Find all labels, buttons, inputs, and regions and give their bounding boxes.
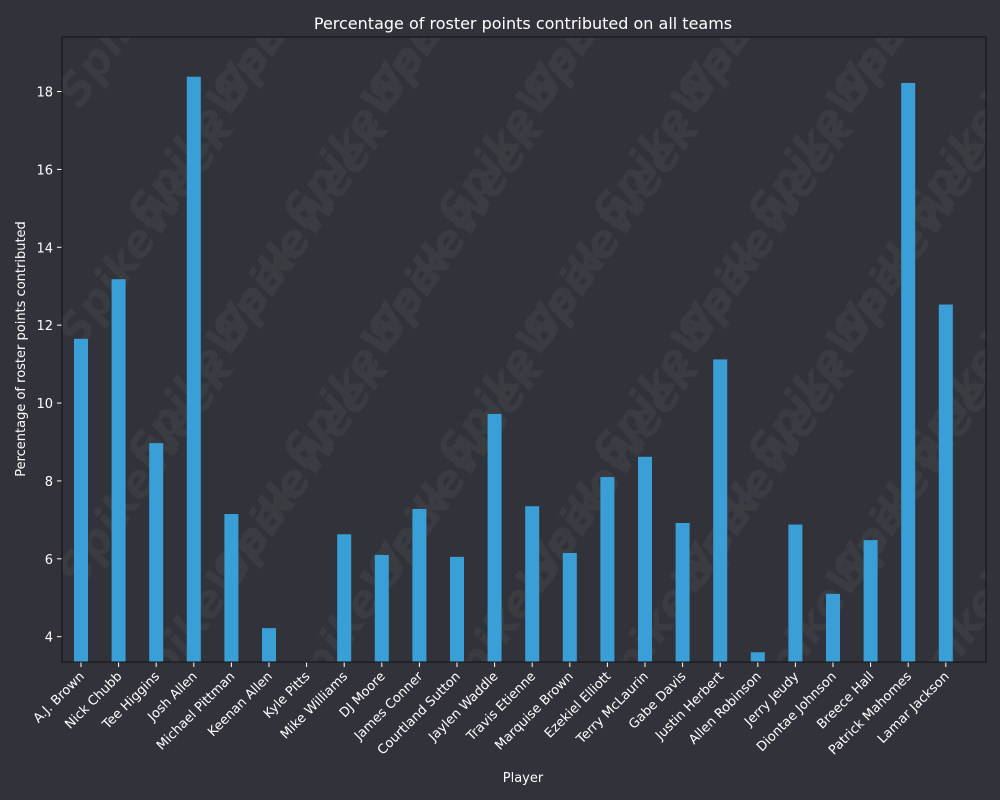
bars-group — [74, 76, 953, 663]
bar-tee-higgins — [149, 443, 164, 662]
bar-allen-robinson — [750, 652, 765, 662]
bar-josh-allen — [186, 76, 201, 663]
bar-breece-hall — [863, 540, 878, 662]
bar-keenan-allen — [262, 628, 276, 662]
bar-travis-etienne — [525, 506, 540, 662]
y-tick-label: 6 — [45, 553, 53, 568]
plot-frame — [61, 36, 987, 663]
bar-gabe-davis — [675, 522, 690, 662]
bar-ezekiel-elliott — [600, 477, 615, 662]
y-tick-label: 10 — [36, 397, 53, 412]
y-axis: 4 6 8 10 12 14 16 18 — [36, 86, 62, 646]
y-tick-label: 12 — [36, 319, 53, 334]
bar-james-conner — [412, 508, 427, 662]
y-tick-label: 14 — [36, 241, 53, 256]
bar-justin-herbert — [713, 359, 728, 662]
bar-jerry-jeudy — [788, 524, 803, 662]
bar-jaylen-waddle — [487, 413, 502, 662]
bar-michael-pittman — [224, 514, 239, 662]
bar-lamar-jackson — [938, 304, 953, 662]
y-tick-label: 16 — [36, 163, 53, 178]
x-tick-label: Ezekiel Elliott — [542, 669, 614, 741]
x-axis-label: Player — [503, 771, 544, 786]
bar-terry-mclaurin — [638, 456, 652, 662]
bar-courtland-sutton — [450, 556, 464, 662]
y-tick-label: 8 — [45, 475, 53, 490]
chart-title: Percentage of roster points contributed … — [314, 14, 732, 33]
y-axis-label: Percentage of roster points contributed — [14, 221, 29, 477]
bar-nick-chubb — [111, 279, 126, 662]
bar-diontae-johnson — [826, 593, 840, 662]
bar-marquise-brown — [562, 552, 577, 662]
bar-dj-moore — [374, 554, 389, 662]
y-tick-label: 4 — [45, 631, 53, 646]
y-tick-label: 18 — [36, 86, 53, 101]
bar-a-j-brown — [74, 338, 88, 662]
bar-mike-williams — [337, 534, 352, 662]
bar-patrick-mahomes — [901, 82, 916, 663]
